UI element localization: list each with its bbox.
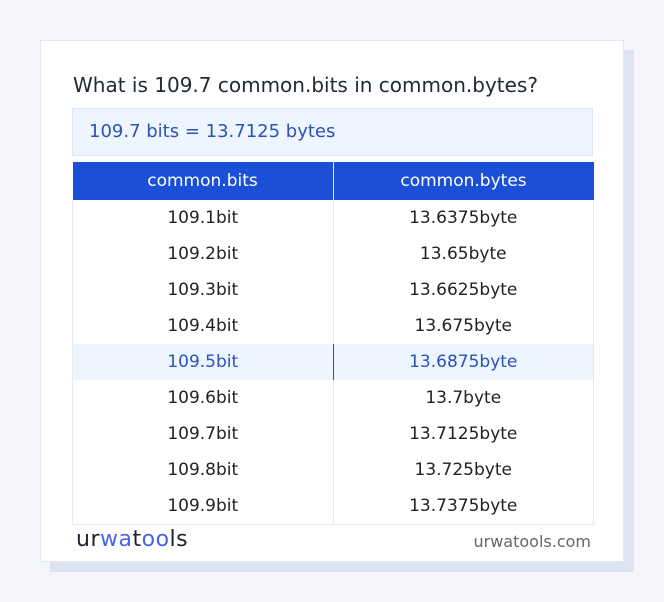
cell-bytes: 13.7125byte	[333, 416, 594, 452]
cell-bytes: 13.7375byte	[333, 488, 594, 525]
cell-bytes: 13.725byte	[333, 452, 594, 488]
cell-bits: 109.1bit	[72, 200, 334, 236]
table-row: 109.3bit 13.6625byte	[72, 272, 594, 308]
cell-bytes: 13.6375byte	[333, 200, 594, 236]
cell-bits: 109.2bit	[72, 236, 334, 272]
table-row: 109.9bit 13.7375byte	[72, 488, 594, 525]
table-row: 109.5bit 13.6875byte	[72, 344, 594, 380]
cell-bytes: 13.7byte	[333, 380, 594, 416]
conversion-table: common.bits common.bytes 109.1bit 13.6375…	[72, 162, 594, 525]
site-link[interactable]: urwatools.com	[473, 532, 592, 551]
cell-bits: 109.9bit	[72, 488, 334, 525]
cell-bytes: 13.65byte	[333, 236, 594, 272]
cell-bits: 109.5bit	[72, 344, 334, 380]
urwatools-logo: urwatools	[76, 527, 189, 552]
table-row: 109.4bit 13.675byte	[72, 308, 594, 344]
cell-bits: 109.3bit	[72, 272, 334, 308]
cell-bits: 109.6bit	[72, 380, 334, 416]
table-row: 109.2bit 13.65byte	[72, 236, 594, 272]
cell-bytes: 13.6875byte	[333, 344, 594, 380]
conversion-result: 109.7 bits = 13.7125 bytes	[72, 108, 593, 156]
table-row: 109.1bit 13.6375byte	[72, 200, 594, 236]
column-header-bytes: common.bytes	[333, 162, 594, 200]
cell-bytes: 13.675byte	[333, 308, 594, 344]
converter-card: What is 109.7 common.bits in common.byte…	[40, 40, 624, 562]
cell-bytes: 13.6625byte	[333, 272, 594, 308]
column-header-bits: common.bits	[72, 162, 334, 200]
cell-bits: 109.4bit	[72, 308, 334, 344]
page-title: What is 109.7 common.bits in common.byte…	[73, 73, 538, 97]
table-row: 109.6bit 13.7byte	[72, 380, 594, 416]
table-header-row: common.bits common.bytes	[72, 162, 594, 200]
cell-bits: 109.8bit	[72, 452, 334, 488]
table-row: 109.8bit 13.725byte	[72, 452, 594, 488]
table-row: 109.7bit 13.7125byte	[72, 416, 594, 452]
cell-bits: 109.7bit	[72, 416, 334, 452]
